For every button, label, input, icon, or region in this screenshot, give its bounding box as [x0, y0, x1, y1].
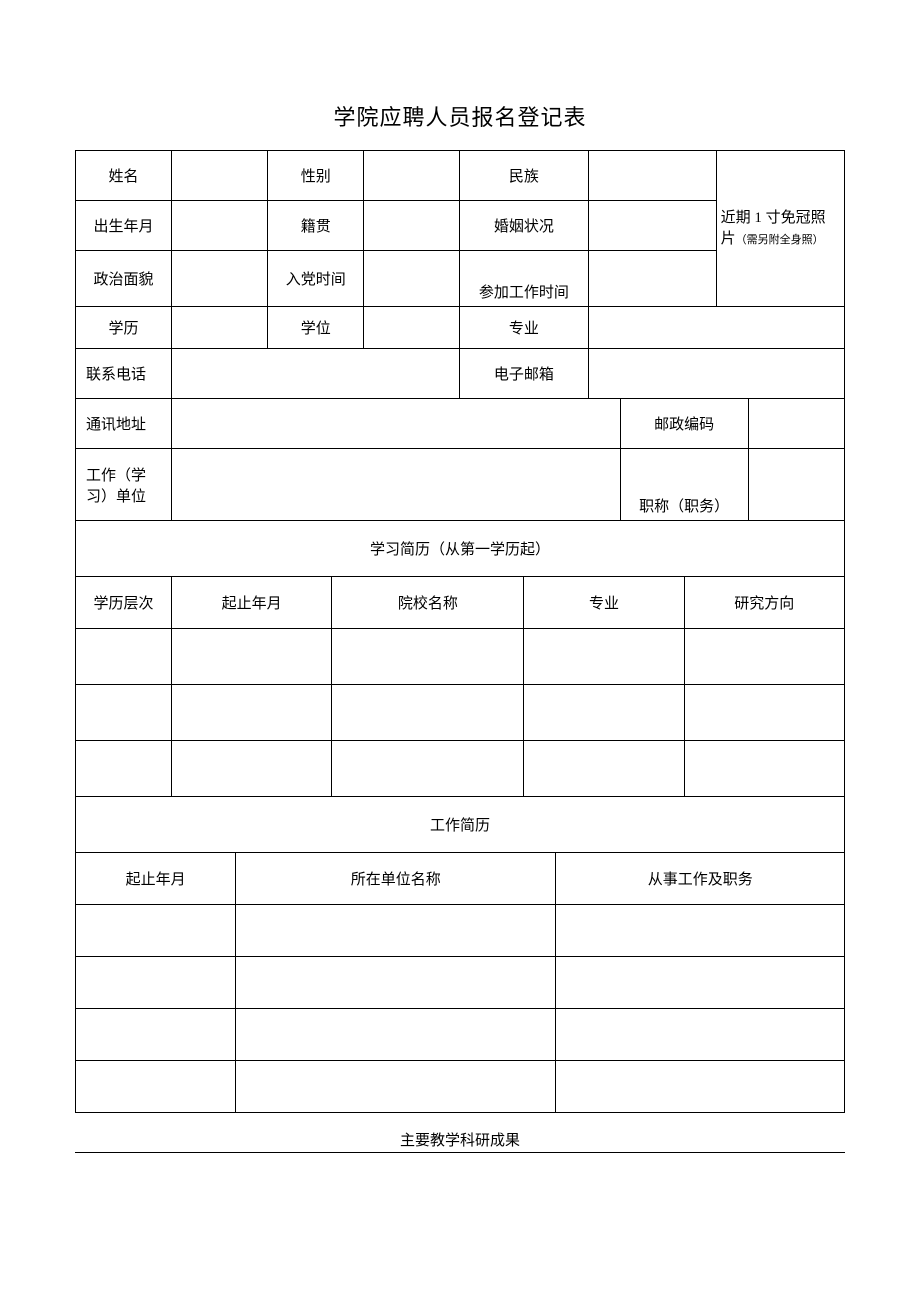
work-row-unit: [236, 1061, 556, 1113]
label-marital: 婚姻状况: [460, 201, 588, 251]
study-row-level: [76, 629, 172, 685]
label-work-unit: 工作（学习）单位: [76, 449, 172, 521]
label-degree: 学位: [268, 307, 364, 349]
work-h-period: 起止年月: [76, 853, 236, 905]
value-work-start: [588, 251, 716, 307]
label-ethnicity: 民族: [460, 151, 588, 201]
value-birth: [172, 201, 268, 251]
study-row-major: [524, 685, 684, 741]
label-postal: 邮政编码: [620, 399, 748, 449]
value-major: [588, 307, 845, 349]
study-h-school: 院校名称: [332, 577, 524, 629]
study-row-direction: [684, 741, 844, 797]
value-work-unit: [172, 449, 620, 521]
value-title-position: [748, 449, 844, 521]
study-row-school: [332, 685, 524, 741]
label-political: 政治面貌: [76, 251, 172, 307]
label-education: 学历: [76, 307, 172, 349]
study-row-major: [524, 629, 684, 685]
study-row-period: [172, 741, 332, 797]
value-address: [172, 399, 620, 449]
work-history-title: 工作简历: [76, 797, 845, 853]
value-email: [588, 349, 845, 399]
label-title-position: 职称（职务）: [620, 449, 748, 521]
label-gender: 性别: [268, 151, 364, 201]
footer-divider: [75, 1152, 845, 1153]
label-native-place: 籍贯: [268, 201, 364, 251]
study-row-level: [76, 685, 172, 741]
value-degree: [364, 307, 460, 349]
work-row-job: [556, 957, 845, 1009]
label-work-start: 参加工作时间: [460, 251, 588, 307]
work-row-period: [76, 1061, 236, 1113]
value-postal: [748, 399, 844, 449]
value-political: [172, 251, 268, 307]
study-row-school: [332, 629, 524, 685]
study-h-period: 起止年月: [172, 577, 332, 629]
work-row-unit: [236, 1009, 556, 1061]
label-name: 姓名: [76, 151, 172, 201]
label-email: 电子邮箱: [460, 349, 588, 399]
value-party-date: [364, 251, 460, 307]
photo-note-text: （需另附全身照）: [736, 234, 824, 246]
study-row-direction: [684, 629, 844, 685]
study-row-school: [332, 741, 524, 797]
label-address: 通讯地址: [76, 399, 172, 449]
registration-table: 姓名 性别 民族 近期 1 寸免冠照片（需另附全身照） 出生年月 籍贯 婚姻状况…: [75, 150, 845, 1113]
study-h-direction: 研究方向: [684, 577, 844, 629]
value-gender: [364, 151, 460, 201]
work-row-period: [76, 905, 236, 957]
work-row-job: [556, 905, 845, 957]
work-row-period: [76, 957, 236, 1009]
work-h-job: 从事工作及职务: [556, 853, 845, 905]
value-ethnicity: [588, 151, 716, 201]
study-h-level: 学历层次: [76, 577, 172, 629]
study-row-direction: [684, 685, 844, 741]
label-major: 专业: [460, 307, 588, 349]
value-marital: [588, 201, 716, 251]
work-row-period: [76, 1009, 236, 1061]
work-row-unit: [236, 957, 556, 1009]
study-row-level: [76, 741, 172, 797]
study-row-period: [172, 685, 332, 741]
label-phone: 联系电话: [76, 349, 172, 399]
work-row-unit: [236, 905, 556, 957]
study-h-major: 专业: [524, 577, 684, 629]
study-history-title: 学习简历（从第一学历起）: [76, 521, 845, 577]
work-row-job: [556, 1061, 845, 1113]
footer-section-title: 主要教学科研成果: [75, 1129, 845, 1152]
value-name: [172, 151, 268, 201]
form-title: 学院应聘人员报名登记表: [75, 100, 845, 132]
study-row-period: [172, 629, 332, 685]
study-row-major: [524, 741, 684, 797]
label-birth: 出生年月: [76, 201, 172, 251]
work-row-job: [556, 1009, 845, 1061]
work-h-unit: 所在单位名称: [236, 853, 556, 905]
photo-cell: 近期 1 寸免冠照片（需另附全身照）: [716, 151, 844, 307]
label-party-date: 入党时间: [268, 251, 364, 307]
value-phone: [172, 349, 460, 399]
value-native-place: [364, 201, 460, 251]
value-education: [172, 307, 268, 349]
